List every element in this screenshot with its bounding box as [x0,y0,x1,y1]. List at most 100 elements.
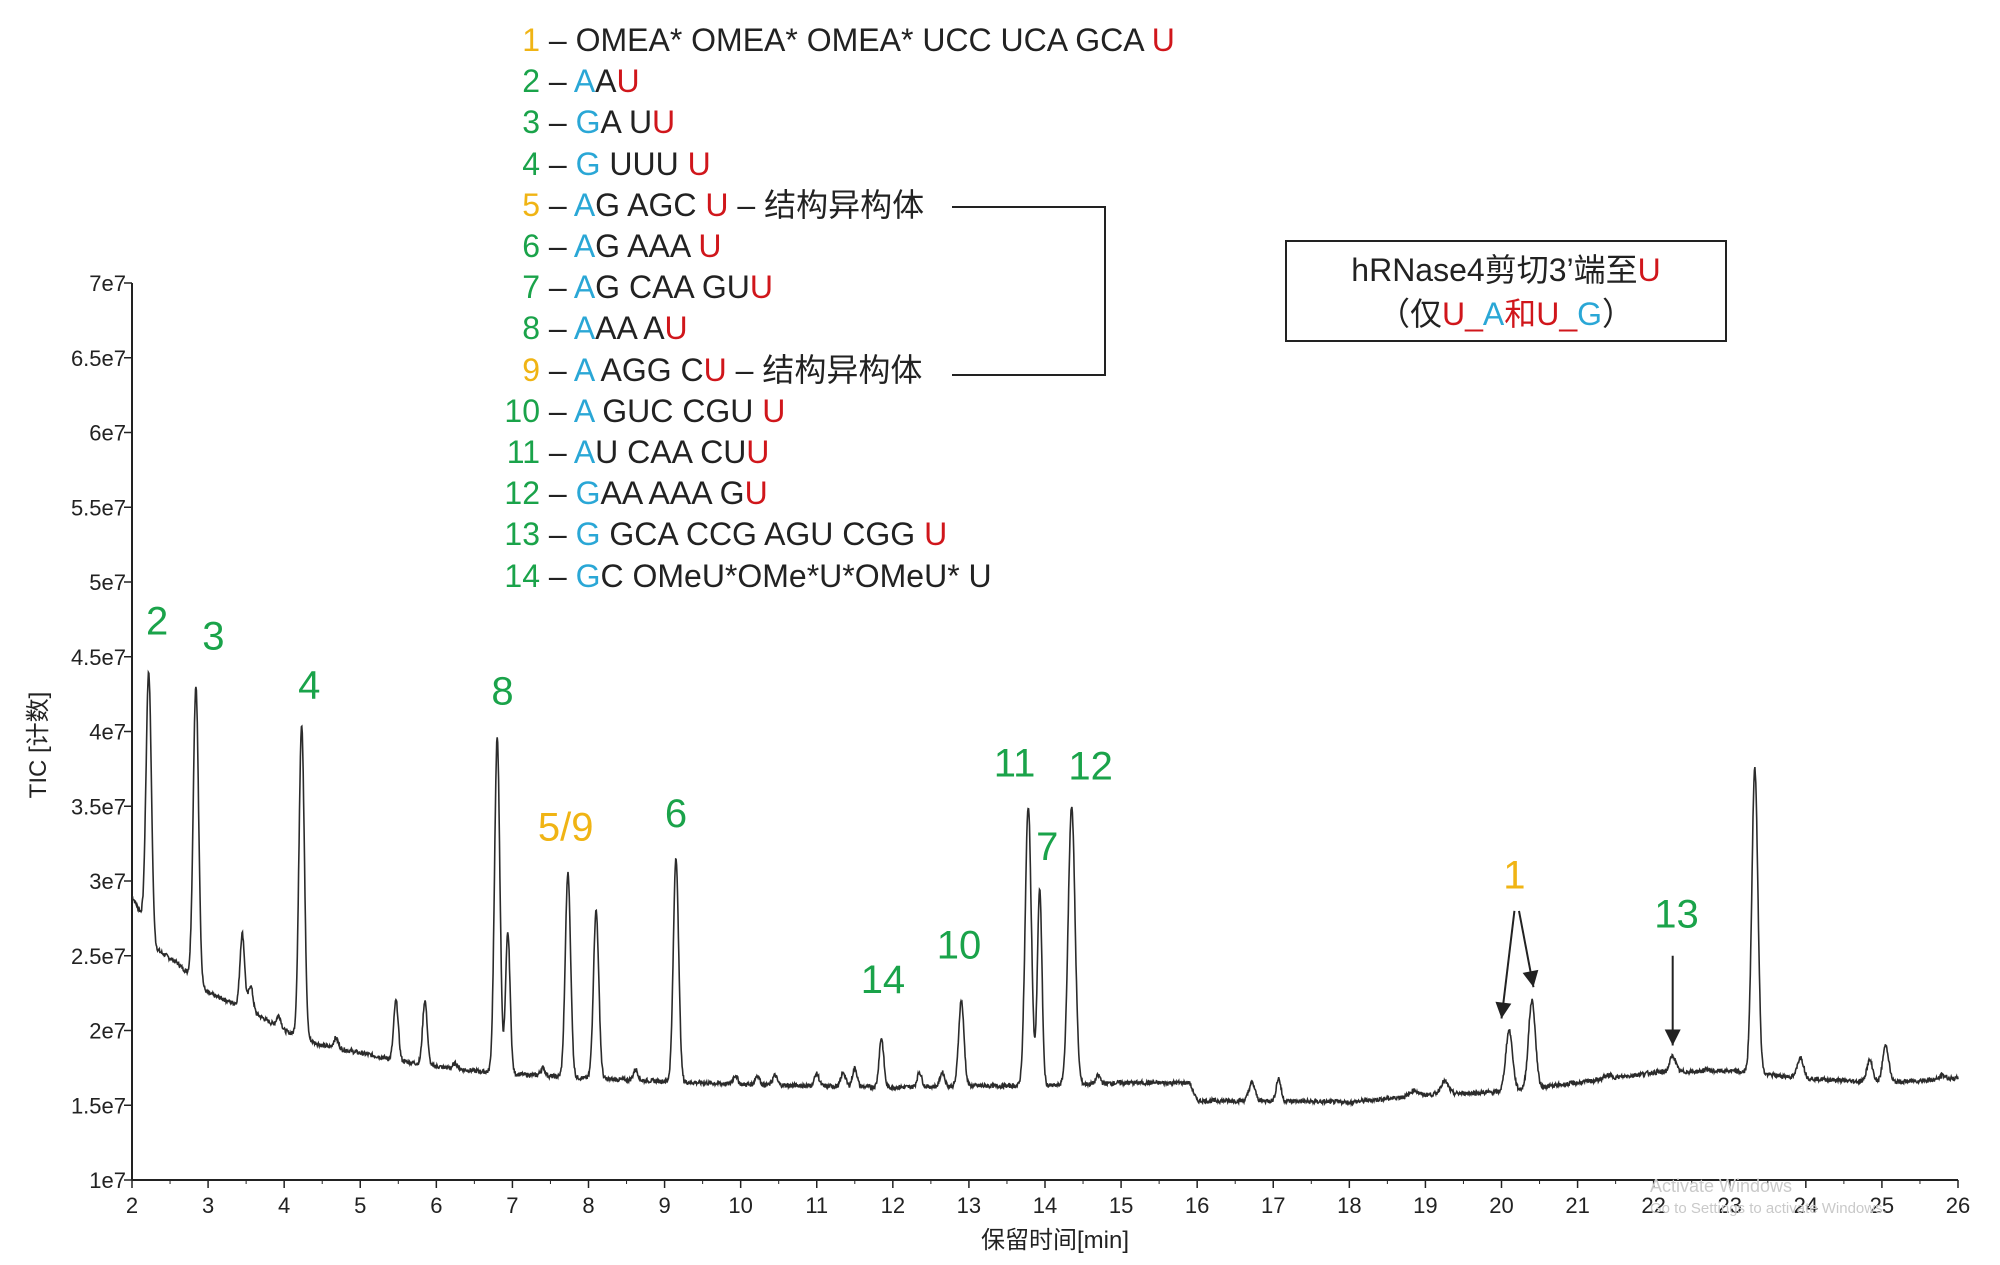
peak-label: 1 [1503,853,1525,897]
legend-number: 10 [504,393,540,429]
legend-sequence-part: G AAA [595,228,699,264]
legend-sequence-part: U [749,269,773,305]
legend-row: 7 – AG CAA GUU [500,267,773,307]
cleavage-note-close: ） [1602,296,1635,332]
legend-sequence-part: A [573,228,596,264]
peak-labels: 2 3 4 8 5/9 6 11 127 14 10 1 13 [146,599,1699,1002]
x-tick-label: 4 [278,1193,290,1218]
tic-trace [131,669,1959,1108]
legend-sequence-part: – 结构异构体 [728,187,925,223]
legend-sequence-part: A U [600,104,653,140]
y-tick-label: 4.5e7 [71,645,126,670]
legend-row: 9 – A AGG CU – 结构异构体 [500,350,922,390]
legend-row: 12 – GAA AAA GU [500,473,768,513]
legend-sequence-part: – [540,187,574,223]
cleavage-note-line1: hRNase4剪切3’端至U [1287,248,1725,292]
cleavage-note-text: hRNase4剪切3’端至 [1351,252,1638,288]
legend-sequence-part: G [575,104,601,140]
legend-number: 1 [522,22,540,58]
legend-sequence-part: U [698,228,722,264]
legend-sequence-part: A [573,434,596,470]
peak-label: 12 [1068,744,1113,788]
x-tick-label: 11 [805,1193,828,1218]
y-tick-label: 6.5e7 [71,346,126,371]
peak-label: 3 [202,614,224,658]
legend-sequence-part: U CAA CU [595,434,747,470]
legend-number: 3 [522,104,540,140]
legend-sequence-part: A [595,63,617,99]
legend-sequence-part: AA A [595,310,665,346]
legend-row: 8 – AAA AU [500,308,688,348]
x-tick-label: 22 [1641,1193,1665,1218]
legend-sequence-part: – [540,63,574,99]
legend-sequence-part: AGG C [593,352,704,388]
legend-sequence-part: GUC CGU [593,393,763,429]
x-tick-label: 16 [1185,1193,1209,1218]
legend-sequence-part: – [540,475,576,511]
legend-sequence-part: – [540,558,576,594]
watermark-line1: Activate Windows [1650,1176,1792,1196]
legend-sequence-part: U [762,393,786,429]
y-tick-label: 1.5e7 [71,1093,126,1118]
cleavage-note-u2: U [1536,296,1560,332]
peak-label: 14 [861,958,906,1002]
x-tick-label: 18 [1337,1193,1361,1218]
x-tick-label: 8 [582,1193,594,1218]
cleavage-note-u: U [1637,252,1661,288]
y-tick-label: 3.5e7 [71,794,126,819]
legend-number: 11 [506,434,540,470]
legend-sequence-part: G [575,516,601,552]
watermark-line2: Go to Settings to activate Windows. [1650,1200,1887,1217]
y-tick-label: 5e7 [89,570,126,595]
cleavage-note-line2: （仅U_A和U_G） [1287,292,1725,336]
axes: 2 3 4 5 6 7 8 9 10 11 12 13 14 15 16 17 18 19 20 21 22 23 24 25… [71,271,1970,1218]
legend-row: 3 – GA UU [500,102,675,142]
legend-sequence-part: G CAA GU [595,269,750,305]
peak-label: 13 [1654,892,1699,936]
x-tick-label: 17 [1261,1193,1285,1218]
peak-label: 10 [937,924,982,968]
legend-sequence-part: – [540,516,576,552]
peak-label: 8 [491,670,513,714]
legend-row: 4 – G UUU U [500,144,710,184]
legend-row: 5 – AG AGC U – 结构异构体 [500,185,924,225]
y-tick-label: 4e7 [89,720,126,745]
legend-number: 6 [522,228,540,264]
peak-label: 7 [1036,825,1058,869]
peak-arrow-head [1664,1029,1681,1046]
legend-sequence-part: A [573,63,596,99]
legend-sequence-part: GCA CCG AGU CGG [600,516,925,552]
legend-sequence-part: – [540,352,574,388]
x-tick-label: 13 [957,1193,981,1218]
legend-number: 2 [522,63,540,99]
legend-sequence-part: U [1151,22,1175,58]
legend-row: 13 – G GCA CCG AGU CGG U [500,514,947,554]
x-tick-label: 6 [430,1193,442,1218]
legend-sequence-part: – [540,228,574,264]
legend-sequence-part: G [575,558,601,594]
legend-sequence-part: U [703,352,727,388]
peak-label: 5/9 [538,806,594,850]
legend-row: 6 – AG AAA U [500,226,721,266]
legend-sequence-part: U [744,475,768,511]
legend-sequence-part: U [664,310,688,346]
x-tick-label: 24 [1794,1193,1818,1218]
isomer-bracket-line [952,206,1106,376]
peak-arrows [1495,910,1681,1046]
legend-sequence-part: C OMeU*OMe*U*OMeU* U [600,558,992,594]
legend-sequence-part: U [746,434,770,470]
y-tick-label: 2.5e7 [71,944,126,969]
legend-sequence-part: UUU [600,146,688,182]
x-tick-label: 9 [658,1193,670,1218]
cleavage-note-open: （仅 [1377,296,1442,332]
x-tick-label: 25 [1870,1193,1894,1218]
legend-sequence-part: G [575,146,601,182]
legend-number: 4 [522,146,540,182]
x-tick-label: 23 [1718,1193,1742,1218]
legend-row: 14 – GC OMeU*OMe*U*OMeU* U [500,556,992,596]
peak-label: 6 [665,792,687,836]
legend-sequence-part: A [573,310,596,346]
legend-number: 9 [522,352,540,388]
x-tick-label: 7 [506,1193,518,1218]
